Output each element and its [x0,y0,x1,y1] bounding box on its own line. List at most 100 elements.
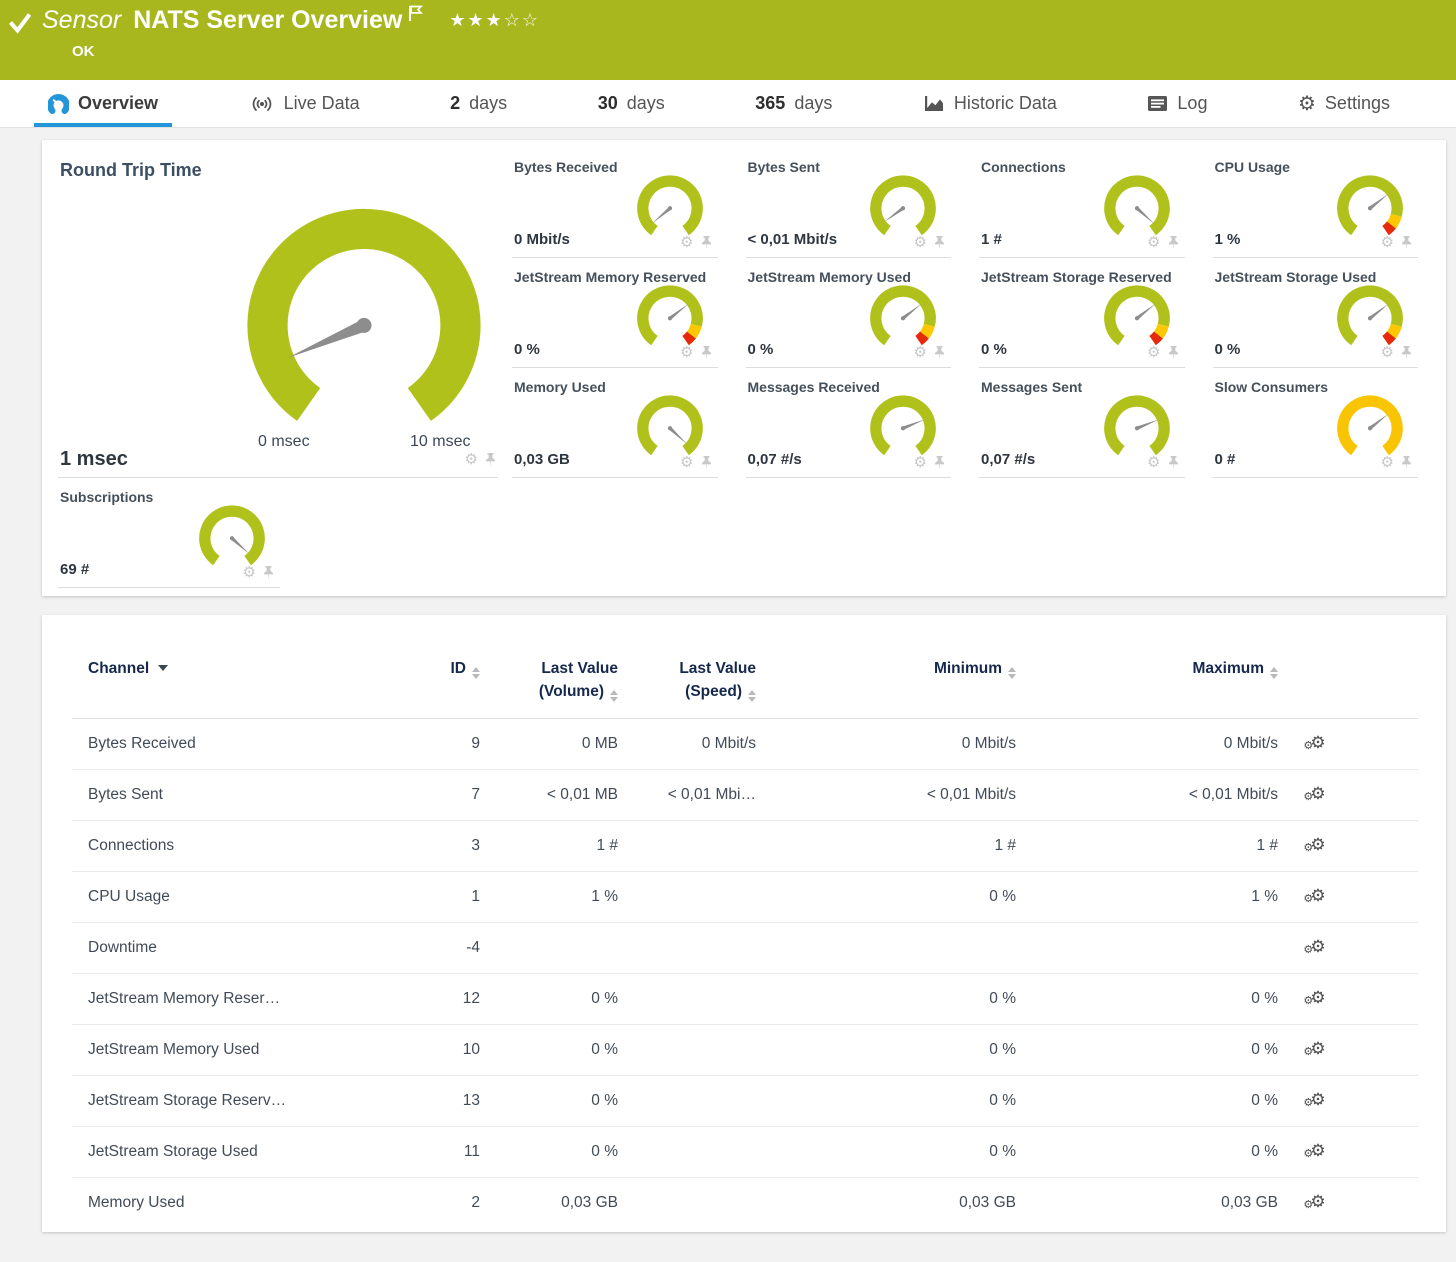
pin-icon[interactable] [1168,236,1179,250]
cell-minimum: 0 % [756,1125,1016,1177]
sort-icon [610,690,618,703]
gear-icon[interactable]: ⚙ [1147,234,1161,251]
gear-icon[interactable]: ⚙ [1147,344,1161,361]
channel-settings-icon[interactable]: ⚙ ⚙ [1303,937,1326,956]
gauge-value: 0 % [514,341,540,358]
col-header-maximum[interactable]: Maximum [1016,645,1278,719]
star-empty-icon[interactable]: ☆ [521,10,541,30]
channel-settings-icon[interactable]: ⚙ ⚙ [1303,1090,1326,1109]
row-cpu-usage[interactable]: CPU Usage 1 1 % 0 % 1 % ⚙ ⚙ [72,870,1418,922]
pin-icon[interactable] [701,456,712,470]
channel-settings-icon[interactable]: ⚙ ⚙ [1303,784,1326,803]
pin-icon[interactable] [485,453,496,467]
cell-minimum [756,921,1016,973]
page-title: NATS Server Overview [133,6,403,34]
cell-last-value-speed [618,921,756,973]
gear-icon[interactable]: ⚙ [1147,454,1161,471]
cell-channel: Bytes Sent [72,768,402,820]
star-filled-icon[interactable]: ★ [485,10,504,30]
pin-icon[interactable] [1401,236,1412,250]
tab-2-days[interactable]: 2 days [436,80,521,127]
tab-log[interactable]: Log [1133,80,1221,127]
col-header-channel[interactable]: Channel [72,645,402,719]
col-header-last-value-volume[interactable]: Last Value (Volume) [480,645,618,719]
pin-icon[interactable] [263,566,274,580]
tab-365-days[interactable]: 365 days [741,80,846,127]
gear-icon[interactable]: ⚙ [464,451,478,468]
gear-icon[interactable]: ⚙ [680,344,694,361]
gear-icon[interactable]: ⚙ [680,454,694,471]
gear-icon[interactable]: ⚙ [242,564,256,581]
channel-settings-icon[interactable]: ⚙ ⚙ [1303,733,1326,752]
col-header-id[interactable]: ID [402,645,480,719]
row-bytes-received[interactable]: Bytes Received 9 0 MB 0 Mbit/s 0 Mbit/s … [72,717,1418,769]
gauge-value: 1 # [981,231,1002,248]
pin-icon[interactable] [1168,456,1179,470]
pin-icon[interactable] [1401,456,1412,470]
pin-icon[interactable] [934,236,945,250]
tab-30-days[interactable]: 30 days [584,80,679,127]
cell-channel: JetStream Storage Used [72,1125,402,1177]
pin-icon[interactable] [934,346,945,360]
gauge-tile-bytes-received: Bytes Received 0 Mbit/s ⚙ [512,148,718,258]
gauge-title: Round Trip Time [60,160,202,180]
gauge-chart [1099,169,1175,240]
gear-icon[interactable]: ⚙ [1380,344,1394,361]
row-jetstream-memory-reser[interactable]: JetStream Memory Reser… 12 0 % 0 % 0 % ⚙… [72,972,1418,1024]
channel-settings-icon[interactable]: ⚙ ⚙ [1303,886,1326,905]
channel-settings-icon[interactable]: ⚙ ⚙ [1303,988,1326,1007]
star-empty-icon[interactable]: ☆ [503,10,522,30]
col-header-last-value-speed[interactable]: Last Value (Speed) [618,645,756,719]
cell-channel: Memory Used [72,1176,402,1228]
gauge-tile-messages-sent: Messages Sent 0,07 #/s ⚙ [979,368,1185,478]
tab-settings[interactable]: ⚙ Settings [1284,80,1404,127]
channel-settings-icon[interactable]: ⚙ ⚙ [1303,835,1326,854]
row-memory-used[interactable]: Memory Used 2 0,03 GB 0,03 GB 0,03 GB ⚙ ⚙ [72,1176,1418,1228]
row-bytes-sent[interactable]: Bytes Sent 7 < 0,01 MB < 0,01 Mbi… < 0,0… [72,768,1418,820]
gear-icon[interactable]: ⚙ [680,234,694,251]
tab-bar: Overview Live Data 2 days 30 days 365 da… [0,80,1456,128]
tab-overview[interactable]: Overview [34,80,172,127]
row-downtime[interactable]: Downtime -4 ⚙ ⚙ [72,921,1418,973]
channel-settings-icon[interactable]: ⚙ ⚙ [1303,1141,1326,1160]
channel-settings-icon[interactable]: ⚙ ⚙ [1303,1039,1326,1058]
gauge-title: Bytes Sent [747,159,820,175]
cell-last-value-speed [618,870,756,922]
flag-icon[interactable] [408,5,424,27]
cell-last-value-speed [618,1176,756,1228]
pin-icon[interactable] [701,346,712,360]
tab-label: days [794,93,833,113]
cell-last-value-volume: 0 MB [480,717,618,769]
row-jetstream-storage-reserv[interactable]: JetStream Storage Reserv… 13 0 % 0 % 0 %… [72,1074,1418,1126]
row-jetstream-storage-used[interactable]: JetStream Storage Used 11 0 % 0 % 0 % ⚙ ⚙ [72,1125,1418,1177]
gear-icon[interactable]: ⚙ [913,454,927,471]
tab-historic-data[interactable]: Historic Data [909,80,1071,127]
col-header-minimum[interactable]: Minimum [756,645,1016,719]
sort-icon [748,690,756,703]
priority-stars[interactable]: ★★★☆☆ [449,10,540,31]
pin-icon[interactable] [934,456,945,470]
gauges-panel: Round Trip Time 0 msec 10 msec 1 msec ⚙ … [42,140,1446,596]
gauge-tile-connections: Connections 1 # ⚙ [979,148,1185,258]
gear-icon[interactable]: ⚙ [913,234,927,251]
sort-icon [1008,667,1016,679]
gauge-title: JetStream Storage Reserved [981,269,1172,285]
gear-icon[interactable]: ⚙ [1380,234,1394,251]
pin-icon[interactable] [1401,346,1412,360]
gear-icon[interactable]: ⚙ [1380,454,1394,471]
gauge-title: CPU Usage [1214,159,1290,175]
sensor-status-header: Sensor NATS Server Overview ★★★☆☆ OK [0,0,1456,80]
gauge-grid: Round Trip Time 0 msec 10 msec 1 msec ⚙ … [42,148,1446,588]
star-filled-icon[interactable]: ★ [449,10,468,30]
cell-last-value-speed [618,972,756,1024]
channel-settings-icon[interactable]: ⚙ ⚙ [1303,1192,1326,1211]
row-connections[interactable]: Connections 3 1 # 1 # 1 # ⚙ ⚙ [72,819,1418,871]
gauge-chart [632,279,708,350]
tab-live-data[interactable]: Live Data [235,80,374,127]
gear-icon[interactable]: ⚙ [913,344,927,361]
row-jetstream-memory-used[interactable]: JetStream Memory Used 10 0 % 0 % 0 % ⚙ ⚙ [72,1023,1418,1075]
gauge-value: 0,03 GB [514,451,570,468]
pin-icon[interactable] [701,236,712,250]
star-filled-icon[interactable]: ★ [467,10,486,30]
pin-icon[interactable] [1168,346,1179,360]
